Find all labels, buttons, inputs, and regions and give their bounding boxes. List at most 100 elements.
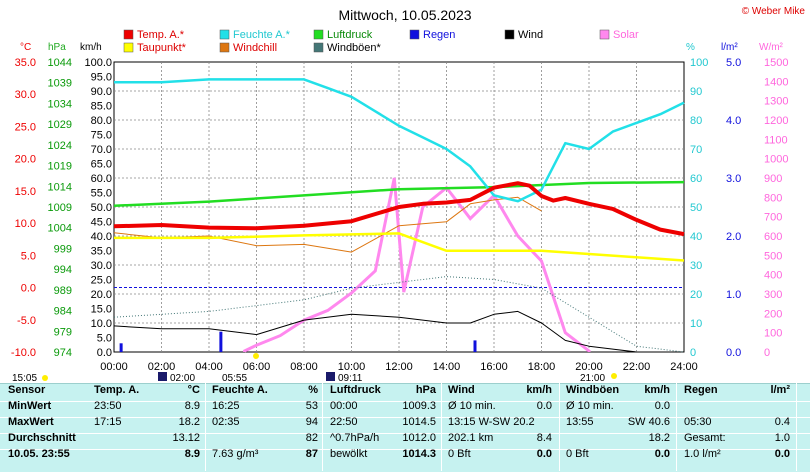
wm2-tick-9: 600: [764, 231, 782, 243]
unit-pct: %: [686, 42, 695, 53]
table-cell-0-6: Ø 10 min.: [448, 400, 496, 412]
hpa-tick-1: 1039: [48, 78, 72, 90]
wm2-tick-3: 1200: [764, 115, 788, 127]
pct-tick-1: 90: [690, 86, 702, 98]
table-cell-1-5: 1014.5: [402, 416, 436, 428]
kmh-tick-10: 50.0: [91, 202, 112, 214]
table-cell-0-7: 0.0: [536, 400, 552, 412]
legend-label-8: Windböen*: [327, 42, 382, 54]
x-tick-1: 02:00: [148, 361, 176, 373]
legend-swatch-7: [219, 42, 230, 53]
kmh-tick-20: 0.0: [97, 347, 112, 359]
legend-label-4: Wind: [518, 29, 543, 41]
table-cell-3-6: 0 Bft: [448, 448, 471, 460]
hpa-tick-9: 999: [54, 243, 72, 255]
table-cell-0-5: 1009.3: [402, 400, 436, 412]
dusk-time: 09:11: [338, 373, 363, 383]
legend-label-6: Taupunkt*: [137, 42, 187, 54]
series-wind: [113, 310, 637, 353]
pct-tick-2: 80: [690, 115, 702, 127]
table-cell-2-4: ^0.7hPa/h: [330, 432, 380, 444]
table-cell-1-9: SW 40.6: [627, 416, 670, 428]
wm2-tick-11: 400: [764, 270, 782, 282]
table-cell-2-6: 202.1 km: [448, 432, 494, 444]
legend-label-3: Regen: [423, 29, 455, 41]
sun-times: 15:05 02:00 05:55 09:11 21:00: [12, 353, 617, 383]
table-header-10: km/h: [644, 384, 670, 396]
temp-tick-4: 15.0: [15, 186, 36, 198]
sunrise-icon: [253, 353, 259, 359]
series-windchill: [113, 196, 542, 253]
wm2-tick-10: 500: [764, 250, 782, 262]
x-tick-11: 22:00: [623, 361, 651, 373]
wm2-tick-0: 1500: [764, 57, 788, 69]
grid: [114, 62, 684, 352]
wm2-tick-6: 900: [764, 173, 782, 185]
kmh-tick-1: 95.0: [91, 72, 112, 84]
table-cell-1-10: 05:30: [684, 416, 712, 428]
table-cell-1-6: 13:15 W-SW 20.2: [448, 416, 535, 428]
table-cell-2-3: 82: [305, 432, 318, 444]
legend-swatch-6: [123, 42, 134, 53]
unit-wm2: W/m²: [759, 42, 784, 53]
legend: Temp. A.* Feuchte A.* Luftdruck Regen Wind So…: [123, 29, 639, 54]
hpa-tick-13: 979: [54, 326, 72, 338]
chart-title: Mittwoch, 10.05.2023: [338, 7, 471, 23]
table-cell-1-1: 18.2: [178, 416, 200, 428]
kmh-tick-17: 15.0: [91, 304, 112, 316]
kmh-tick-18: 10.0: [91, 318, 112, 330]
legend-swatch-2: [313, 29, 324, 40]
x-tick-0: 00:00: [100, 361, 128, 373]
hpa-tick-12: 984: [54, 306, 72, 318]
unit-c: °C: [20, 42, 31, 53]
x-tick-8: 16:00: [480, 361, 508, 373]
moon-time: 02:00: [170, 373, 195, 383]
table-cell-3-1: 8.9: [184, 448, 200, 460]
x-tick-4: 08:00: [290, 361, 318, 373]
kmh-tick-8: 60.0: [91, 173, 112, 185]
hpa-tick-8: 1004: [48, 223, 72, 235]
temp-tick-1: 30.0: [15, 89, 36, 101]
sun-icon: [42, 375, 48, 381]
sunrise-time: 05:55: [222, 373, 247, 383]
series: [113, 78, 685, 353]
hpa-tick-4: 1024: [48, 140, 72, 152]
series-feuchte: [114, 78, 685, 203]
wm2-tick-13: 200: [764, 308, 782, 320]
wm2-tick-8: 700: [764, 212, 782, 224]
x-tick-7: 14:00: [433, 361, 461, 373]
hpa-tick-7: 1009: [48, 202, 72, 214]
temp-tick-7: 0.0: [21, 283, 36, 295]
table-cell-1-11: 0.4: [774, 416, 790, 428]
table-col-sep-1: [322, 383, 323, 471]
series-taupunkt: [114, 232, 685, 262]
lm2-tick-4: 1.0: [726, 289, 741, 301]
unit-lm2: l/m²: [721, 42, 738, 53]
x-tick-10: 20:00: [575, 361, 603, 373]
temp-tick-0: 35.0: [15, 57, 36, 69]
table-cell-2-11: 1.0: [774, 432, 790, 444]
table-cell-1-3: 94: [305, 416, 318, 428]
pct-tick-10: 0: [690, 347, 696, 359]
table-row-label-2: Durchschnitt: [8, 432, 76, 444]
table-col-sep-5: [796, 383, 797, 471]
kmh-tick-14: 30.0: [91, 260, 112, 272]
wm2-tick-12: 300: [764, 289, 782, 301]
legend-swatch-1: [219, 29, 230, 40]
legend-swatch-4: [504, 29, 515, 40]
x-tick-9: 18:00: [528, 361, 556, 373]
temp-tick-3: 20.0: [15, 154, 36, 166]
hpa-tick-5: 1019: [48, 161, 72, 173]
temp-tick-5: 10.0: [15, 218, 36, 230]
temp-tick-6: 5.0: [21, 250, 36, 262]
series-temp: [113, 181, 685, 237]
table-cell-3-5: 1014.3: [402, 448, 436, 460]
hpa-tick-6: 1014: [48, 181, 72, 193]
table-cell-0-2: 16:25: [212, 400, 240, 412]
kmh-tick-11: 45.0: [91, 217, 112, 229]
pct-tick-4: 60: [690, 173, 702, 185]
table-cell-1-2: 02:35: [212, 416, 240, 428]
table-row-sep-2: [0, 433, 810, 434]
table-col-sep-3: [559, 383, 560, 471]
table-cell-1-8: 13:55: [566, 416, 594, 428]
